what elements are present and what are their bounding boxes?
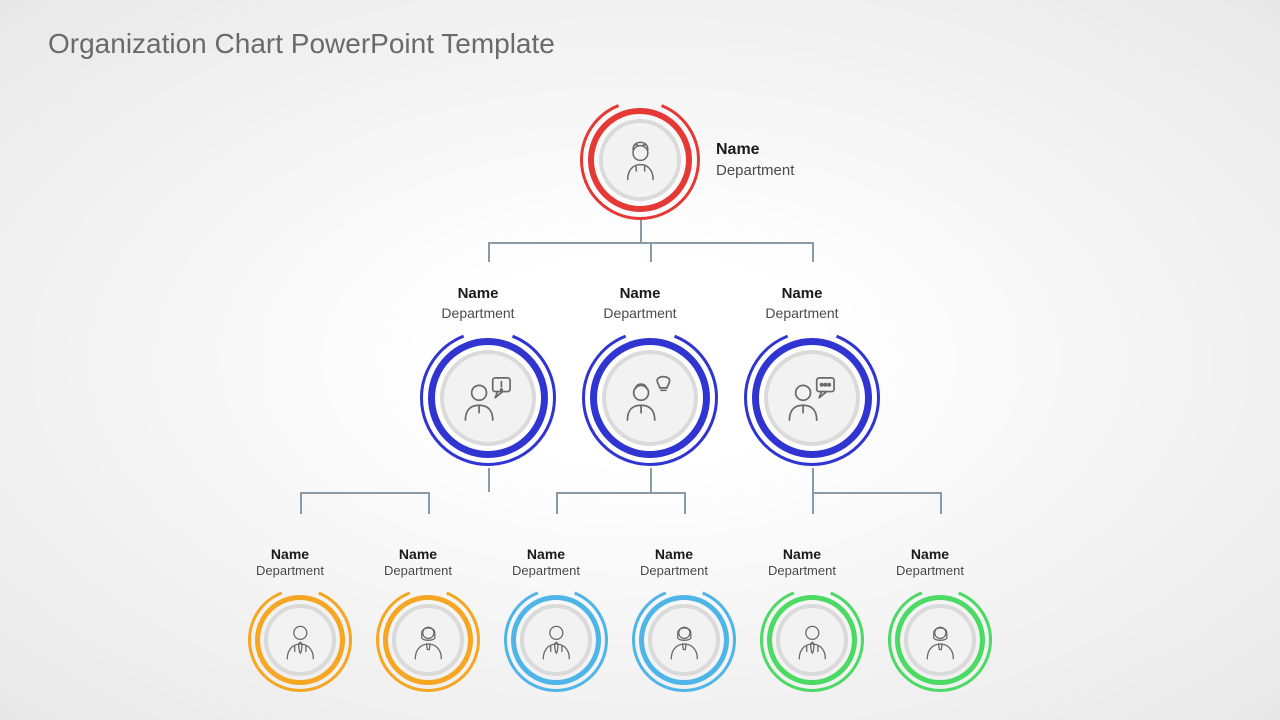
node-name: Name (716, 140, 794, 161)
connector-line (812, 492, 814, 514)
node-dept: Department (474, 563, 618, 580)
connector-line (488, 468, 490, 492)
connector-line (300, 492, 428, 494)
org-node-e3: NameDepartment (504, 545, 608, 692)
connector-line (812, 468, 814, 492)
connector-line (812, 492, 940, 494)
connector-line (428, 492, 430, 514)
org-node-ceo: NameDepartment (580, 100, 794, 220)
connector-line (556, 492, 558, 514)
node-dept: Department (218, 563, 362, 580)
node-name: Name (552, 284, 728, 304)
person-female (904, 604, 976, 676)
org-node-e4: NameDepartment (632, 545, 736, 692)
org-node-mgr3: NameDepartment (744, 284, 880, 466)
node-dept: Department (714, 304, 890, 322)
org-node-e6: NameDepartment (888, 545, 992, 692)
person-speech-bulb (602, 350, 698, 446)
node-name: Name (390, 284, 566, 304)
node-dept: Department (552, 304, 728, 322)
node-dept: Department (858, 563, 1002, 580)
org-chart: NameDepartmentNameDepartmentNameDepartme… (0, 90, 1280, 720)
node-name: Name (730, 545, 874, 563)
connector-line (940, 492, 942, 514)
node-dept: Department (730, 563, 874, 580)
person-female (392, 604, 464, 676)
node-name: Name (474, 545, 618, 563)
connector-line (300, 492, 302, 514)
node-name: Name (714, 284, 890, 304)
connector-line (650, 468, 652, 492)
org-node-e1: NameDepartment (248, 545, 352, 692)
page-title: Organization Chart PowerPoint Template (48, 28, 555, 60)
person-male-tie (264, 604, 336, 676)
person-female (648, 604, 720, 676)
person-speech-dots (764, 350, 860, 446)
org-node-e5: NameDepartment (760, 545, 864, 692)
node-name: Name (218, 545, 362, 563)
connector-line (812, 242, 814, 262)
node-name: Name (858, 545, 1002, 563)
person-male-tie (776, 604, 848, 676)
connector-line (650, 242, 652, 262)
node-dept: Department (602, 563, 746, 580)
connector-line (556, 492, 684, 494)
connector-line (684, 492, 686, 514)
org-node-e2: NameDepartment (376, 545, 480, 692)
node-dept: Department (390, 304, 566, 322)
org-node-mgr2: NameDepartment (582, 284, 718, 466)
node-dept: Department (346, 563, 490, 580)
node-dept: Department (716, 161, 794, 181)
node-name: Name (346, 545, 490, 563)
person-male-tie (520, 604, 592, 676)
connector-line (640, 220, 642, 242)
person-speech-excl (440, 350, 536, 446)
person-male-curly (599, 119, 681, 201)
node-name: Name (602, 545, 746, 563)
connector-line (488, 242, 490, 262)
org-node-mgr1: NameDepartment (420, 284, 556, 466)
